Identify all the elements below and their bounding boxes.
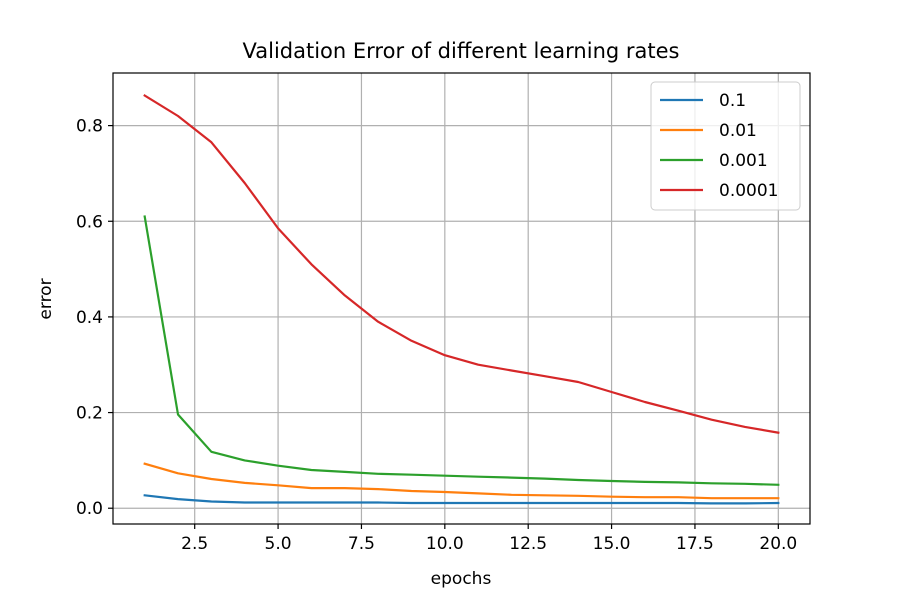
y-tick-label: 0.4	[76, 308, 103, 328]
y-tick-label: 0.8	[76, 117, 103, 137]
x-tick-label: 20.0	[759, 534, 797, 554]
legend-label: 0.001	[719, 151, 768, 171]
y-tick-label: 0.2	[76, 404, 103, 424]
x-tick-label: 7.5	[348, 534, 375, 554]
x-tick-label: 12.5	[509, 534, 547, 554]
series-line-4	[143, 93, 780, 434]
y-axis-ticks: 0.0 0.2 0.4 0.6 0.8	[76, 117, 113, 519]
series-line-2	[143, 462, 780, 500]
x-tick-label: 15.0	[593, 534, 631, 554]
x-tick-label: 5.0	[265, 534, 292, 554]
y-tick-label: 0.0	[76, 499, 103, 519]
legend-label: 0.1	[719, 91, 746, 111]
series-line-3	[143, 215, 780, 486]
x-axis-label: epochs	[431, 569, 492, 589]
legend-entries: 0.1 0.01 0.001 0.0001	[660, 91, 778, 201]
series-line-1	[143, 494, 780, 505]
plot-frame	[112, 72, 811, 525]
legend-label: 0.01	[719, 121, 757, 141]
x-tick-label: 10.0	[426, 534, 464, 554]
legend-box	[650, 81, 801, 211]
y-tick-label: 0.6	[76, 212, 103, 232]
legend: 0.1 0.01 0.001 0.0001	[650, 81, 801, 211]
series-lines	[143, 93, 780, 505]
chart-title: Validation Error of different learning r…	[243, 39, 680, 63]
x-tick-label: 17.5	[676, 534, 714, 554]
legend-label: 0.0001	[719, 181, 778, 201]
x-tick-label: 2.5	[181, 534, 208, 554]
y-axis-label: error	[36, 278, 56, 319]
x-axis-ticks: 2.5 5.0 7.5 10.0 12.5 15.0 17.5 20.0	[181, 524, 797, 554]
